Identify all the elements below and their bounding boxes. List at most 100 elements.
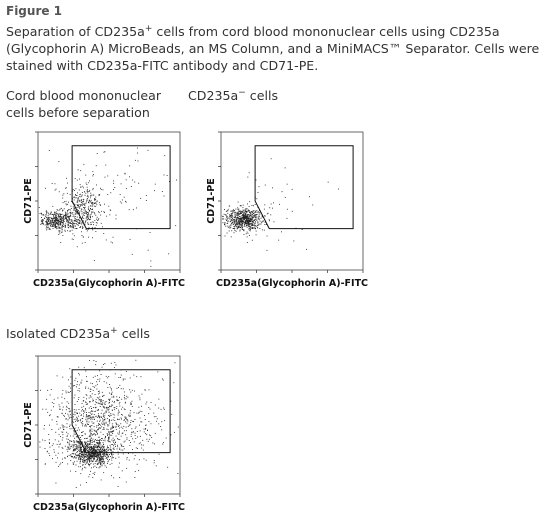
data-point — [114, 362, 116, 363]
data-point — [92, 449, 94, 451]
data-point — [97, 453, 99, 455]
data-point — [247, 222, 249, 224]
data-point — [89, 447, 91, 449]
data-point — [128, 415, 130, 417]
data-point — [109, 431, 111, 433]
data-point — [86, 214, 88, 216]
data-point — [71, 201, 72, 202]
data-point — [79, 184, 81, 186]
data-point — [68, 221, 70, 223]
data-point — [96, 409, 98, 411]
data-point — [233, 210, 234, 212]
data-point — [93, 400, 94, 402]
data-point — [118, 427, 120, 429]
data-point — [66, 204, 68, 206]
data-point — [66, 431, 68, 433]
data-point — [309, 196, 310, 198]
data-point — [281, 231, 282, 233]
data-point — [104, 151, 106, 153]
data-point — [244, 209, 246, 211]
data-point — [87, 440, 89, 442]
data-point — [234, 217, 236, 219]
data-point — [85, 447, 87, 449]
data-point — [234, 212, 236, 214]
data-point — [48, 213, 50, 215]
data-point — [84, 460, 86, 462]
data-point — [52, 219, 53, 221]
data-point — [85, 220, 86, 222]
data-point — [76, 384, 78, 385]
data-point — [81, 451, 83, 452]
data-point — [82, 185, 84, 187]
data-point — [104, 437, 106, 438]
panel-1-label: Cord blood mononuclear cells before sepa… — [6, 87, 161, 121]
data-point — [239, 221, 241, 223]
data-point — [111, 391, 113, 393]
data-point — [95, 460, 97, 462]
data-point — [246, 215, 248, 217]
data-point — [247, 225, 249, 226]
data-point — [245, 213, 247, 215]
data-point — [74, 404, 76, 405]
data-point — [97, 447, 99, 449]
data-point — [104, 449, 106, 451]
data-point — [91, 221, 93, 223]
data-point — [68, 408, 70, 409]
data-point — [249, 214, 251, 216]
data-point — [124, 394, 125, 396]
data-point — [61, 216, 63, 218]
data-point — [76, 179, 78, 181]
data-point — [57, 457, 58, 459]
data-point — [88, 206, 90, 208]
data-point — [258, 219, 260, 221]
data-point — [89, 435, 91, 437]
data-point — [125, 179, 127, 181]
data-point — [117, 451, 119, 453]
data-point — [77, 219, 79, 221]
data-point — [92, 457, 94, 459]
plot-frame — [220, 131, 364, 271]
data-point — [84, 448, 86, 449]
data-point — [97, 375, 98, 377]
data-point — [100, 210, 102, 212]
data-point — [96, 464, 98, 466]
data-point — [93, 224, 94, 226]
data-point — [105, 411, 107, 413]
data-point — [124, 419, 125, 421]
data-point — [77, 201, 79, 203]
data-point — [50, 225, 52, 227]
data-point — [249, 235, 250, 236]
data-point — [46, 221, 48, 223]
data-point — [70, 460, 72, 461]
data-point — [78, 420, 80, 421]
data-point — [98, 428, 99, 430]
data-point — [250, 216, 252, 218]
data-point — [114, 420, 116, 421]
data-point — [238, 208, 240, 210]
data-point — [76, 457, 77, 459]
data-point — [80, 202, 82, 203]
data-point — [235, 224, 237, 226]
data-point — [89, 415, 91, 416]
data-point — [224, 222, 226, 224]
data-point — [67, 216, 69, 218]
data-point — [97, 439, 98, 441]
data-point — [242, 223, 244, 225]
data-point — [113, 430, 115, 432]
data-point — [86, 213, 88, 215]
data-point — [109, 463, 111, 465]
data-point — [94, 456, 96, 457]
data-point — [88, 443, 90, 445]
data-point — [114, 407, 116, 409]
data-point — [90, 463, 92, 464]
data-point — [73, 208, 75, 210]
data-point — [86, 198, 88, 200]
data-point — [58, 404, 60, 406]
data-point — [122, 379, 124, 381]
data-point — [58, 230, 60, 232]
data-point — [117, 412, 119, 414]
data-point — [101, 438, 103, 440]
data-point — [88, 457, 90, 459]
data-point — [95, 447, 97, 449]
data-point — [47, 223, 48, 225]
